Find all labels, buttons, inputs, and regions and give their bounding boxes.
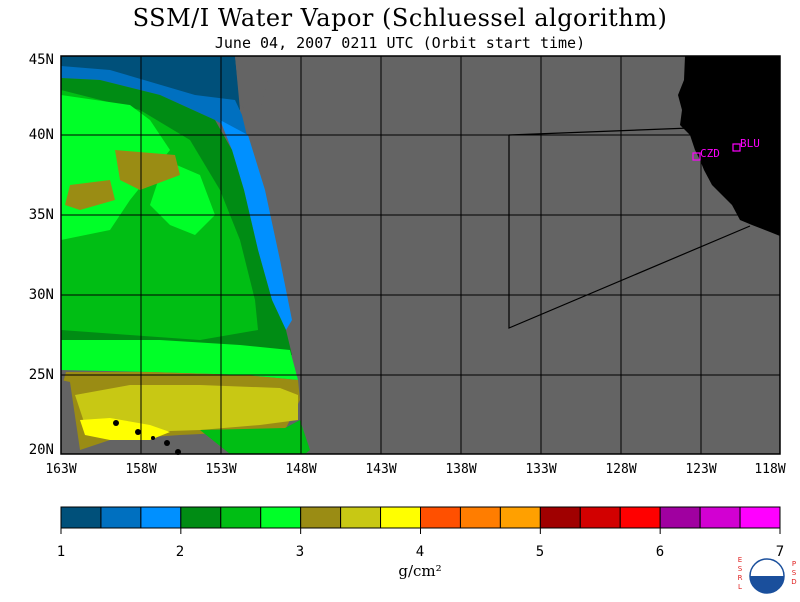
colorbar-units-label: g/cm²: [398, 562, 442, 580]
colorbar-swatch: [579, 506, 621, 529]
colorbar-swatch: [220, 506, 262, 529]
colorbar-swatch: [459, 506, 501, 529]
lat-label: 20N: [28, 442, 54, 458]
colorbar-tick-label: 5: [535, 544, 545, 560]
lat-label: 35N: [28, 207, 54, 223]
water-vapor-field: [61, 56, 310, 454]
colorbar-tick-label: 7: [775, 544, 785, 560]
colorbar-tick-label: 4: [415, 544, 425, 560]
survey-track-line: [508, 135, 751, 329]
map-subtitle: June 04, 2007 0211 UTC (Orbit start time…: [214, 34, 586, 52]
colorbar-swatch: [539, 506, 581, 529]
lon-label: 163W: [45, 462, 77, 477]
lon-label: 158W: [125, 462, 157, 477]
colorbar-swatch: [739, 506, 781, 529]
lon-label: 123W: [685, 462, 717, 477]
lon-label: 118W: [754, 462, 786, 477]
lat-label: 25N: [28, 367, 54, 383]
north-america-landmass: [678, 56, 780, 236]
lon-label: 133W: [525, 462, 557, 477]
station-marker-czd: [692, 152, 701, 161]
colorbar-swatch: [260, 506, 302, 529]
colorbar-swatch: [100, 506, 142, 529]
map-frame: [60, 55, 781, 455]
colorbar-swatch: [60, 506, 102, 529]
noaa-label: NOAA: [758, 568, 776, 575]
station-marker-blu: [732, 143, 741, 152]
colorbar-swatch: [300, 506, 342, 529]
colorbar-swatch: [380, 506, 421, 529]
station-label-czd: CZD: [700, 147, 720, 160]
psd-label: PSD: [791, 560, 797, 586]
colorbar-tick-label: 6: [655, 544, 665, 560]
lon-label: 138W: [445, 462, 477, 477]
colorbar-swatch: [699, 506, 741, 529]
survey-track-line-2: [508, 127, 691, 136]
colorbar-tick-label: 2: [175, 544, 185, 560]
colorbar-tick-label: 3: [295, 544, 305, 560]
lat-label: 45N: [28, 52, 54, 68]
lon-label: 153W: [205, 462, 237, 477]
colorbar-swatch: [340, 506, 382, 529]
station-label-blu: BLU: [740, 137, 760, 150]
colorbar-swatch: [659, 506, 701, 529]
lat-label: 40N: [28, 127, 54, 143]
lon-label: 148W: [285, 462, 317, 477]
noaa-logo: ESRL PSD NOAA: [736, 552, 798, 598]
colorbar-swatch: [140, 506, 182, 529]
colorbar-swatch: [619, 506, 661, 529]
map-grid: [61, 56, 780, 454]
colorbar-swatch: [180, 506, 222, 529]
lon-label: 143W: [365, 462, 397, 477]
lon-label: 128W: [605, 462, 637, 477]
lat-label: 30N: [28, 287, 54, 303]
colorbar-swatch: [420, 506, 461, 529]
colorbar-swatch: [499, 506, 541, 529]
map-title: SSM/I Water Vapor (Schluessel algorithm): [132, 4, 668, 32]
colorbar-tick-label: 1: [56, 544, 66, 560]
esrl-label: ESRL: [737, 556, 743, 591]
